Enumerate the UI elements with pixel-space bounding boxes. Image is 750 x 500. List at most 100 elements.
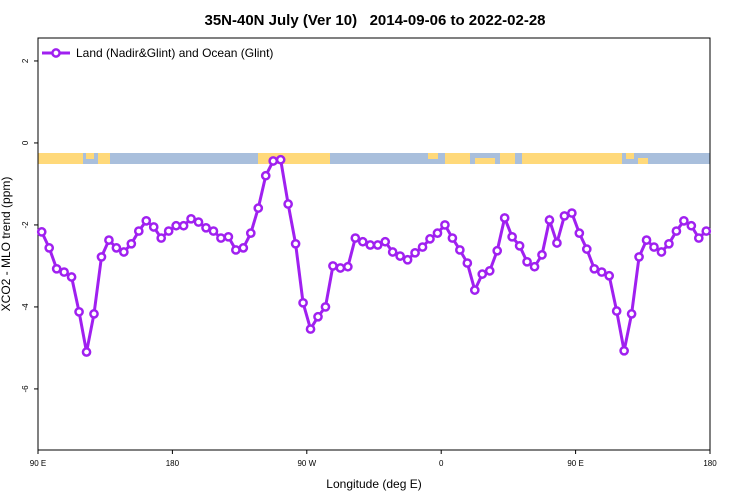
point: [275, 154, 286, 165]
point: [462, 258, 473, 268]
point: [604, 270, 615, 281]
point: [104, 235, 114, 245]
point: [372, 240, 383, 250]
point: [36, 227, 47, 237]
point: [290, 238, 301, 249]
point: [126, 238, 137, 249]
point: [156, 233, 167, 243]
y-tick-label: -2: [21, 221, 30, 229]
point: [634, 252, 644, 262]
point: [201, 222, 211, 233]
point: [664, 238, 674, 249]
x-tick-label: 0: [439, 459, 444, 468]
point: [231, 245, 241, 255]
point: [245, 228, 256, 238]
point: [656, 247, 667, 257]
y-axis-label: XCO2 - MLO trend (ppm): [0, 177, 13, 312]
point: [589, 263, 600, 274]
point: [59, 267, 69, 277]
point: [268, 156, 279, 166]
point: [141, 215, 152, 226]
series-line: [40, 158, 708, 353]
legend-marker: [51, 48, 61, 58]
legend-label: Land (Nadir&Glint) and Ocean (Glint): [76, 46, 273, 60]
point: [208, 226, 219, 236]
point: [507, 231, 517, 242]
y-tick-label: -4: [21, 303, 30, 311]
point: [216, 233, 226, 243]
point: [193, 217, 204, 227]
point: [44, 243, 55, 253]
point: [387, 247, 398, 257]
point: [574, 228, 585, 238]
point: [425, 234, 435, 244]
x-tick-label: 90 W: [297, 459, 316, 468]
point: [171, 220, 181, 231]
point: [492, 245, 503, 256]
plot-frame: [37, 37, 711, 451]
point: [581, 244, 592, 254]
point: [81, 347, 92, 357]
point: [365, 240, 376, 250]
point: [186, 213, 196, 224]
point: [484, 266, 495, 276]
point: [238, 243, 249, 253]
point: [552, 238, 562, 248]
point: [649, 242, 659, 252]
point: [283, 199, 293, 209]
point: [447, 233, 458, 243]
point: [380, 236, 391, 247]
point: [298, 297, 308, 308]
x-tick-label: 180: [166, 459, 180, 468]
point: [417, 242, 428, 252]
point: [514, 240, 525, 251]
point: [499, 213, 510, 223]
point: [611, 306, 622, 316]
point: [320, 302, 331, 312]
point: [440, 220, 450, 230]
point: [223, 231, 234, 242]
point: [357, 236, 368, 247]
x-tick-label: 90 E: [567, 459, 583, 468]
point: [619, 345, 629, 356]
point: [432, 228, 443, 238]
point: [51, 263, 62, 274]
point: [529, 261, 540, 272]
point: [66, 272, 77, 282]
point: [74, 306, 84, 317]
point: [350, 233, 361, 243]
point: [260, 170, 271, 181]
point: [522, 256, 532, 267]
point: [343, 261, 353, 272]
point: [328, 261, 338, 271]
point: [693, 233, 704, 243]
chart-title: 35N-40N July (Ver 10) 2014-09-06 to 2022…: [204, 12, 545, 29]
point: [111, 243, 122, 253]
point: [335, 263, 346, 273]
land-ocean-strip: [38, 153, 710, 164]
point: [133, 226, 144, 236]
point: [477, 269, 488, 279]
x-tick-label: 180: [703, 459, 717, 468]
point: [89, 309, 99, 319]
x-axis-label: Longitude (deg E): [326, 477, 421, 491]
point: [313, 311, 323, 322]
point: [537, 250, 547, 260]
point: [626, 309, 637, 319]
x-tick-label: 90 E: [30, 459, 46, 468]
point: [163, 226, 174, 236]
point: [305, 324, 316, 334]
point: [686, 220, 697, 231]
point: [395, 251, 405, 261]
point: [544, 215, 555, 225]
point: [455, 245, 465, 255]
point: [402, 254, 413, 265]
point: [469, 285, 480, 295]
point: [148, 222, 159, 232]
y-tick-label: -6: [21, 385, 30, 393]
point: [559, 211, 570, 221]
point: [596, 267, 607, 277]
point: [641, 235, 652, 245]
point: [178, 220, 189, 231]
